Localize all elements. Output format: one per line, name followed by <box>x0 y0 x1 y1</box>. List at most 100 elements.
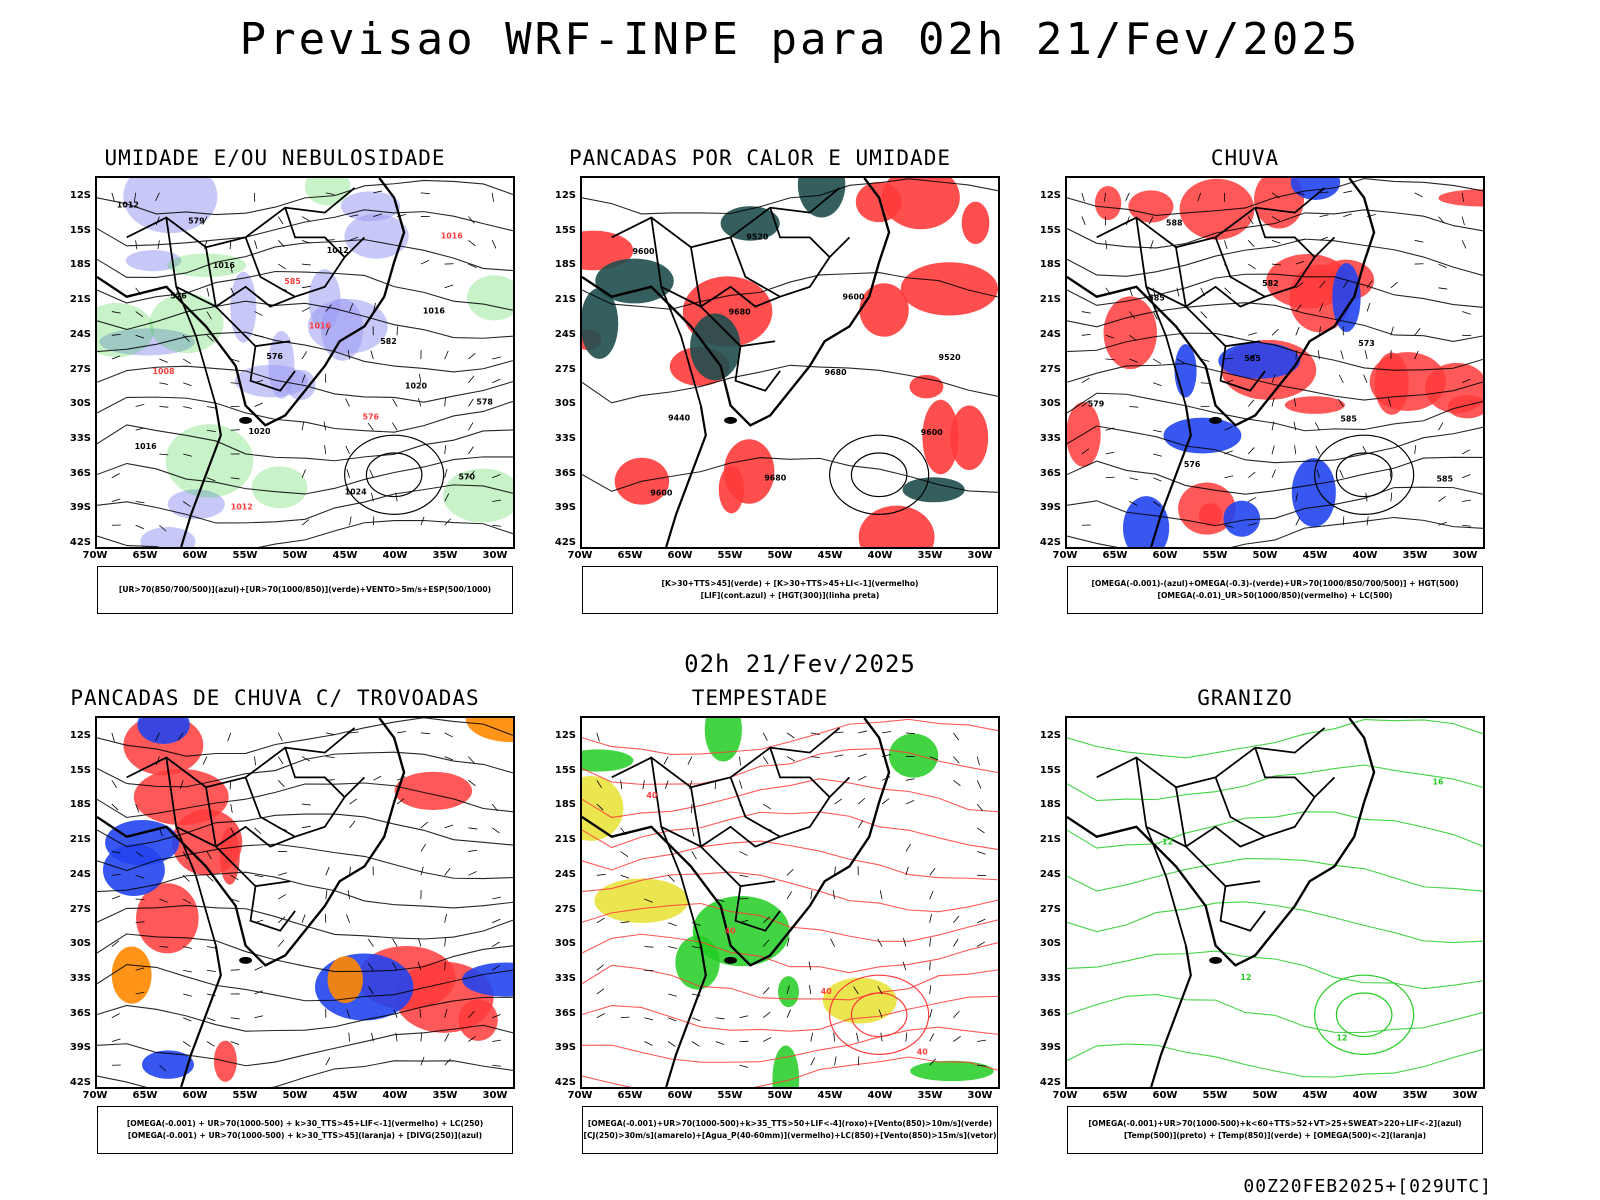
lon-tick-label: 60W <box>182 1090 208 1101</box>
map-canvas: 40 40 40 40 <box>582 718 998 1087</box>
coastline-borders <box>1067 178 1376 547</box>
lat-tick-label: 33S <box>1039 432 1061 444</box>
coastline-borders <box>97 718 406 1087</box>
map-canvas <box>97 718 513 1087</box>
lon-tick-label: 45W <box>332 550 358 561</box>
contour-label: 585 <box>1340 414 1357 423</box>
contour-label: 576 <box>1184 460 1201 469</box>
contour-label: 40 <box>821 987 833 996</box>
lon-tick-label: 30W <box>1452 550 1478 561</box>
contour-label: 1024 <box>345 488 368 497</box>
lon-tick-label: 30W <box>967 550 993 561</box>
contour-label: 582 <box>1262 279 1279 288</box>
lat-tick-label: 36S <box>69 1007 91 1019</box>
map-frame: 40 40 40 40 <box>580 716 1000 1089</box>
contour-label: 1008 <box>152 367 175 376</box>
lon-tick-label: 50W <box>1252 550 1278 561</box>
contour-lines <box>582 178 998 515</box>
lat-tick-label: 24S <box>69 868 91 880</box>
lon-tick-label: 55W <box>232 1090 258 1101</box>
lon-tick-label: 40W <box>382 1090 408 1101</box>
panel-title: PANCADAS POR CALOR E UMIDADE <box>568 146 951 170</box>
contour-label: 1012 <box>117 201 139 210</box>
contour-label: 12 <box>1336 1034 1347 1043</box>
panel-title: CHUVA <box>1210 146 1280 170</box>
lon-tick-label: 45W <box>817 550 843 561</box>
contour-lines <box>1067 178 1483 547</box>
lon-tick-label: 40W <box>1352 550 1378 561</box>
legend-line: [LIF](cont.azul) + [HGT(300)](linha pret… <box>700 591 880 600</box>
lon-tick-label: 45W <box>332 1090 358 1101</box>
lat-tick-label: 36S <box>554 1007 576 1019</box>
lat-tick-label: 33S <box>554 972 576 984</box>
map-canvas: 1012 1016 1016 1020 1016 1012 1012 1016 1008 1020… <box>97 178 513 547</box>
lat-tick-label: 27S <box>1039 363 1061 375</box>
lat-tick-label: 39S <box>1039 502 1061 514</box>
lon-tick-label: 60W <box>667 1090 693 1101</box>
lat-tick-label: 27S <box>554 903 576 915</box>
lat-tick-label: 15S <box>554 224 576 236</box>
lon-tick-label: 35W <box>432 1090 458 1101</box>
lat-tick-label: 27S <box>69 903 91 915</box>
contour-label: 12 <box>1162 838 1173 847</box>
lat-tick-label: 15S <box>69 764 91 776</box>
lat-tick-label: 21S <box>554 294 576 306</box>
lat-tick-label: 21S <box>1039 294 1061 306</box>
wind-vectors <box>111 731 502 1072</box>
lat-tick-label: 12S <box>1039 190 1061 201</box>
lat-tick-label: 18S <box>1039 259 1061 271</box>
lat-tick-label: 39S <box>69 1042 91 1054</box>
lat-tick-label: 27S <box>1039 903 1061 915</box>
contour-label: 588 <box>1166 218 1183 227</box>
contour-label: 40 <box>646 791 658 800</box>
shaded-fields <box>582 178 998 547</box>
lat-tick-label: 30S <box>554 398 576 410</box>
legend-line: [OMEGA(-0.001)+UR>70(1000-500)+k>35_TTS>… <box>587 1119 993 1128</box>
lon-tick-label: 65W <box>1102 1090 1128 1101</box>
lon-tick-label: 40W <box>1352 1090 1378 1101</box>
contour-label: 1016 <box>423 307 446 316</box>
contour-label: 1012 <box>327 246 349 255</box>
lat-tick-label: 39S <box>1039 1042 1061 1054</box>
lat-tick-label: 24S <box>69 328 91 340</box>
map-frame: 12 12 16 12 <box>1065 716 1485 1089</box>
legend-box: [UR>70(850/700/500)](azul)+[UR>70(1000/8… <box>97 566 513 614</box>
lon-tick-label: 50W <box>767 1090 793 1101</box>
map-canvas: 12 12 16 12 <box>1067 718 1483 1087</box>
lat-tick-label: 27S <box>554 363 576 375</box>
lat-tick-label: 27S <box>69 363 91 375</box>
lon-tick-label: 70W <box>82 1090 108 1101</box>
map-canvas: 585 585 585 585 588 582 573 579 576 <box>1067 178 1483 547</box>
lat-tick-label: 21S <box>69 294 91 306</box>
lat-tick-label: 15S <box>554 764 576 776</box>
lon-tick-label: 70W <box>1052 1090 1078 1101</box>
lon-tick-label: 65W <box>132 1090 158 1101</box>
map-canvas: 9600 9680 9680 9600 9600 9520 9600 9520 9440 9680 <box>582 178 998 547</box>
lon-tick-label: 45W <box>1302 1090 1328 1101</box>
contour-label: 585 <box>1436 475 1453 484</box>
contour-label: 1016 <box>213 261 236 270</box>
contour-label: 1012 <box>231 502 253 511</box>
contour-label: 9520 <box>746 232 769 241</box>
lon-tick-label: 30W <box>967 1090 993 1101</box>
wind-vectors <box>596 730 987 1068</box>
contour-label: 9680 <box>764 474 787 483</box>
lon-tick-label: 35W <box>917 1090 943 1101</box>
lon-tick-label: 60W <box>182 550 208 561</box>
lon-tick-label: 70W <box>1052 550 1078 561</box>
lat-tick-label: 24S <box>1039 328 1061 340</box>
lat-tick-label: 18S <box>69 799 91 811</box>
main-title: Previsao WRF-INPE para 02h 21/Fev/2025 <box>239 14 1361 65</box>
lon-tick-label: 35W <box>1402 550 1428 561</box>
contour-label: 40 <box>917 1047 929 1056</box>
coastline-borders <box>97 178 406 547</box>
panel-title: GRANIZO <box>1197 686 1293 710</box>
legend-box: [K>30+TTS>45](verde) + [K>30+TTS>45+LI<-… <box>582 566 998 614</box>
lat-tick-label: 18S <box>69 259 91 271</box>
lon-tick-label: 45W <box>817 1090 843 1101</box>
coastline-borders <box>1067 718 1376 1087</box>
contour-label: 579 <box>188 217 205 226</box>
lon-tick-label: 70W <box>82 550 108 561</box>
lat-tick-label: 15S <box>1039 764 1061 776</box>
contour-label: 1016 <box>135 442 158 451</box>
